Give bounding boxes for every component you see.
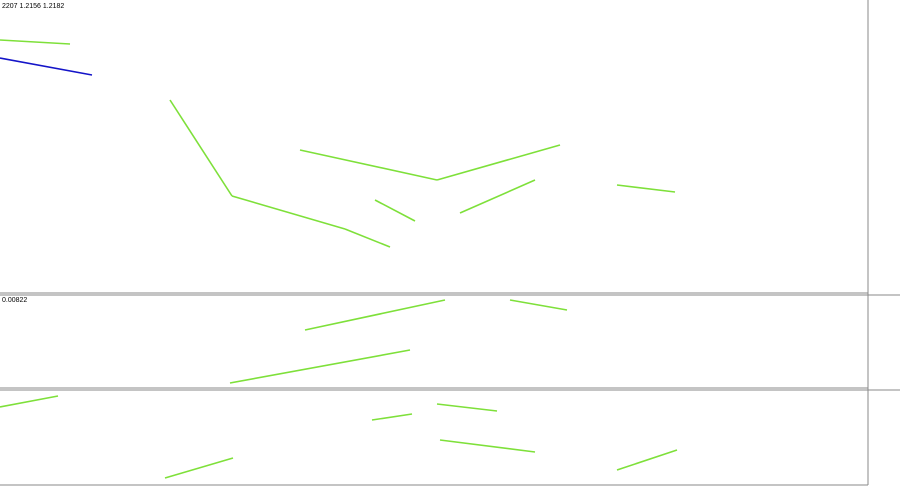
trend-line [439,439,536,453]
trend-line [299,149,438,181]
trend-line [344,228,391,248]
trend-line [436,144,561,181]
trend-line [616,184,676,193]
trend-line [229,349,411,384]
trend-line [0,57,93,76]
trend-line [616,449,678,471]
trend-line [0,39,71,45]
trend-line [374,199,416,222]
trend-lines [0,39,678,479]
trend-line [169,99,233,197]
indicator-header: 0.00822 [2,297,27,304]
trend-line [436,403,498,412]
trend-line [509,299,568,311]
trend-line [304,299,446,331]
trend-line [371,413,413,421]
trend-line [459,179,536,214]
trend-line [164,457,234,479]
trend-line [231,195,346,230]
chart-header: 2207 1.2156 1.2182 [2,3,64,10]
trend-line [0,395,59,408]
